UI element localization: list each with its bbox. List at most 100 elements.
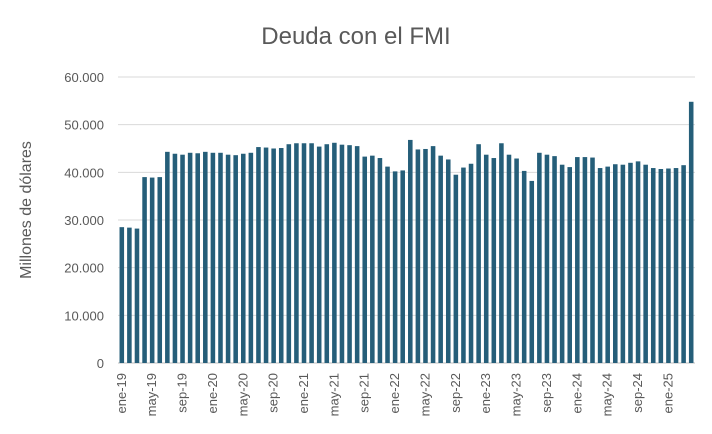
bar: [537, 152, 542, 363]
bar: [423, 148, 428, 363]
bar: [544, 154, 550, 363]
x-tick-label: may-24: [600, 373, 615, 416]
x-tick-label: may-22: [417, 373, 432, 416]
bar: [172, 153, 178, 363]
bar: [499, 143, 504, 363]
bar: [187, 152, 193, 363]
x-tick-label: ene-24: [569, 373, 584, 413]
bar: [552, 156, 557, 363]
bar: [225, 154, 231, 363]
bar: [415, 149, 421, 363]
bar: [271, 148, 276, 363]
y-tick-label: 60.000: [64, 70, 104, 85]
bar: [628, 162, 633, 363]
bar: [605, 166, 610, 363]
bar: [309, 143, 314, 363]
bar: [445, 159, 451, 363]
bar: [430, 146, 436, 363]
bar: [476, 144, 481, 363]
bar: [301, 143, 307, 363]
x-tick-label: ene-21: [296, 373, 311, 413]
x-tick-label: sep-19: [175, 373, 190, 413]
bar: [134, 228, 140, 363]
x-tick-label: ene-25: [660, 373, 675, 413]
bar: [332, 142, 337, 363]
bar: [165, 151, 170, 363]
x-tick-label: sep-24: [630, 373, 645, 413]
bar: [339, 144, 345, 363]
bar: [582, 157, 588, 363]
bar: [286, 144, 292, 363]
bar: [127, 227, 132, 363]
bar: [613, 164, 618, 363]
bar: [506, 154, 512, 363]
bar: [688, 101, 694, 363]
bar: [408, 139, 413, 363]
bar: [119, 227, 125, 363]
bar: [354, 146, 360, 363]
bar: [149, 177, 155, 363]
x-tick-label: may-19: [144, 373, 159, 416]
x-tick-label: sep-22: [448, 373, 463, 413]
bar: [400, 170, 405, 363]
bar: [658, 168, 664, 363]
bar: [362, 156, 368, 363]
bar: [468, 163, 474, 363]
bar: [559, 164, 565, 363]
bar: [370, 155, 375, 363]
x-tick-label: ene-20: [205, 373, 220, 413]
y-tick-label: 40.000: [64, 165, 104, 180]
x-tick-label: ene-22: [387, 373, 402, 413]
x-tick-label: may-20: [235, 373, 250, 416]
bar: [157, 177, 163, 363]
bar: [681, 165, 686, 363]
bar: [195, 153, 200, 363]
bar: [263, 147, 269, 363]
bar: [567, 167, 573, 363]
x-tick-label: sep-23: [539, 373, 554, 413]
bar: [180, 154, 185, 363]
bar: [590, 157, 595, 363]
x-tick-label: ene-23: [478, 373, 493, 413]
bar: [673, 168, 679, 363]
bar: [521, 170, 527, 363]
bar: [620, 164, 626, 363]
bar: [392, 171, 398, 363]
bar: [218, 152, 223, 363]
bar: [278, 148, 284, 363]
bar: [438, 155, 443, 363]
bar: [491, 158, 497, 363]
chart-title: Deuda con el FMI: [261, 23, 450, 50]
bar: [650, 168, 656, 363]
bar: [461, 167, 466, 363]
y-tick-label: 30.000: [64, 213, 104, 228]
bar: [453, 174, 459, 363]
bar: [483, 154, 489, 363]
x-tick-label: may-21: [326, 373, 341, 416]
bar: [597, 168, 603, 363]
bar: [514, 158, 519, 363]
bar: [203, 151, 208, 363]
x-tick-label: sep-20: [266, 373, 281, 413]
bar: [529, 180, 535, 363]
bar: [643, 164, 648, 363]
bar: [210, 152, 216, 363]
bar: [635, 161, 641, 363]
bar: [142, 177, 147, 363]
bar: [240, 153, 246, 363]
x-tick-label: sep-21: [357, 373, 372, 413]
bar: [294, 143, 299, 363]
x-tick-label: ene-19: [114, 373, 129, 413]
bar: [256, 147, 261, 363]
bar: [666, 168, 671, 363]
y-tick-label: 0: [97, 356, 104, 371]
bar: [248, 152, 254, 363]
y-tick-label: 20.000: [64, 261, 104, 276]
bar: [575, 157, 580, 363]
bar: [233, 155, 238, 363]
y-tick-label: 10.000: [64, 308, 104, 323]
bar: [324, 144, 330, 363]
bar: [347, 145, 352, 363]
bar: [377, 158, 383, 363]
